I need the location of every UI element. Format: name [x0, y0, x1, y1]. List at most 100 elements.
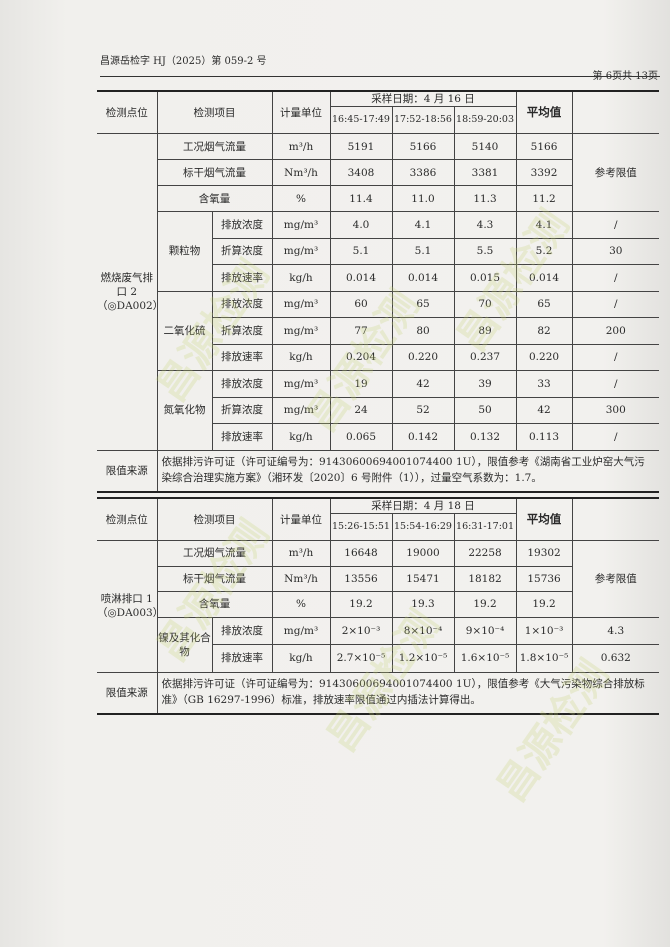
table-row: 排放速率 kg/h 0.065 0.142 0.132 0.113/ [97, 423, 660, 451]
reference-limit: / [571, 211, 660, 239]
average: 3392 [515, 159, 573, 187]
value: 22258 [453, 540, 517, 567]
header-row: 15:26-15:51 15:54-16:29 16:31-17:01 [97, 513, 659, 542]
average: 4.1 [515, 211, 573, 239]
unit: kg/h [271, 264, 331, 292]
average: 82 [515, 317, 573, 345]
unit: m³/h [271, 540, 331, 567]
reference-limit: / [571, 290, 660, 319]
limit-source-label: 限值来源 [97, 449, 158, 493]
average: 15736 [515, 565, 573, 593]
value: 0.204 [329, 343, 393, 372]
average: 11.2 [515, 185, 573, 213]
value: 3381 [453, 159, 517, 187]
value: 5.5 [453, 237, 517, 266]
header-point: 检测点位 [97, 90, 158, 135]
value: 19.2 [329, 591, 393, 618]
header-time: 17:52-18:56 [391, 106, 455, 135]
unit: Nm³/h [271, 159, 331, 187]
average: 0.113 [515, 423, 573, 451]
header-unit: 计量单位 [271, 497, 331, 542]
value: 80 [391, 317, 455, 345]
value: 50 [453, 396, 517, 425]
average: 33 [515, 370, 573, 398]
unit: mg/m³ [271, 370, 331, 398]
value: 5.1 [391, 237, 455, 266]
unit: Nm³/h [271, 565, 331, 593]
value: 3386 [391, 159, 455, 187]
unit: mg/m³ [271, 237, 331, 266]
value: 4.3 [453, 211, 517, 239]
average: 1.8×10⁻⁵ [515, 644, 573, 673]
value: 13556 [329, 565, 393, 593]
average: 0.014 [515, 264, 573, 292]
item-name: 排放浓度 [211, 211, 273, 239]
value: 19000 [391, 540, 455, 567]
header-row: 检测点位 检测项目 计量单位 采样日期：4 月 18 日平均值 [97, 497, 660, 542]
value: 5140 [453, 133, 517, 161]
table-row: 含氧量% 11.4 11.0 11.3 11.2 [97, 185, 659, 213]
header-item: 检测项目 [156, 497, 273, 542]
page-info: 第 6页共 13页 [592, 71, 658, 82]
unit: % [271, 185, 331, 213]
item-name: 标干烟气流量 [157, 565, 273, 593]
unit: kg/h [271, 343, 331, 372]
pollutant-name: 二氧化硫 [157, 290, 213, 372]
value: 9×10⁻⁴ [453, 616, 517, 646]
limit-source-text: 依据排污许可证（许可证编号为：91430600694001074400 1U），… [156, 449, 660, 493]
table-row: 排放速率 kg/h 2.7×10⁻⁵ 1.2×10⁻⁵ 1.6×10⁻⁵ 1.8×10⁻⁵… [97, 644, 660, 673]
value: 11.4 [329, 185, 393, 213]
table-row: 折算浓度 mg/m³ 24 52 50 42 300 [97, 396, 660, 425]
average: 5.2 [515, 237, 573, 266]
value: 8×10⁻⁴ [391, 616, 455, 646]
reference-limit: / [571, 264, 660, 292]
table-row: 排放速率 kg/h 0.204 0.220 0.237 0.220/ [97, 343, 660, 372]
header-time: 16:45-17:49 [330, 106, 393, 135]
value: 1.2×10⁻⁵ [391, 644, 455, 673]
monitoring-table-da003: 检测点位 检测项目 计量单位 采样日期：4 月 18 日平均值 15:26-15:51 1… [97, 497, 660, 715]
reference-limit: 200 [571, 317, 660, 345]
value: 89 [453, 317, 517, 345]
item-name: 含氧量 [157, 591, 273, 618]
header-row: 检测点位 检测项目 计量单位 采样日期：4 月 16 日平均值 [97, 90, 660, 135]
value: 0.142 [391, 423, 455, 451]
item-name: 排放速率 [212, 264, 273, 292]
table-row: 折算浓度 mg/m³ 77 80 89 82 200 [97, 317, 660, 345]
average: 19302 [515, 540, 573, 567]
value: 0.014 [329, 264, 393, 292]
limit-source-row: 限值来源 依据排污许可证（许可证编号为：91430600694001074400 … [97, 449, 660, 493]
reference-limit: 4.3 [571, 616, 660, 646]
value: 5.1 [329, 237, 393, 266]
header-unit: 计量单位 [271, 90, 331, 135]
item-name: 含氧量 [157, 185, 273, 213]
value: 1.6×10⁻⁵ [453, 644, 517, 673]
value: 70 [453, 290, 517, 319]
value: 2×10⁻³ [329, 616, 393, 646]
average: 0.220 [515, 343, 573, 372]
unit: mg/m³ [271, 211, 331, 239]
value: 0.220 [391, 343, 455, 372]
item-name: 折算浓度 [212, 237, 273, 266]
average: 65 [515, 290, 573, 319]
header-item: 检测项目 [156, 90, 273, 135]
value: 0.132 [453, 423, 517, 451]
average: 19.2 [515, 591, 573, 618]
reference-limit: 300 [571, 396, 660, 425]
item-name: 排放速率 [212, 644, 273, 673]
table-row: 氮氧化物 排放浓度 mg/m³ 19 42 39 33/ [97, 370, 660, 451]
header-ref-blank [571, 90, 660, 135]
value: 77 [329, 317, 393, 345]
header-date: 采样日期：4 月 16 日 [329, 90, 517, 108]
value: 19.2 [453, 591, 517, 618]
value: 42 [391, 370, 455, 398]
monitoring-point: 燃烧废气排口 2（◎DA002） [97, 133, 163, 451]
value: 0.014 [391, 264, 455, 292]
value: 52 [391, 396, 455, 425]
value: 15471 [391, 565, 455, 593]
header-time: 15:26-15:51 [330, 513, 393, 542]
limit-source-row: 限值来源 依据排污许可证（许可证编号为：91430600694001074400 … [97, 671, 660, 715]
limit-source-text: 依据排污许可证（许可证编号为：91430600694001074400 1U），… [156, 671, 660, 715]
header-time: 18:59-20:03 [453, 106, 517, 135]
reference-limit: 0.632 [571, 644, 660, 673]
